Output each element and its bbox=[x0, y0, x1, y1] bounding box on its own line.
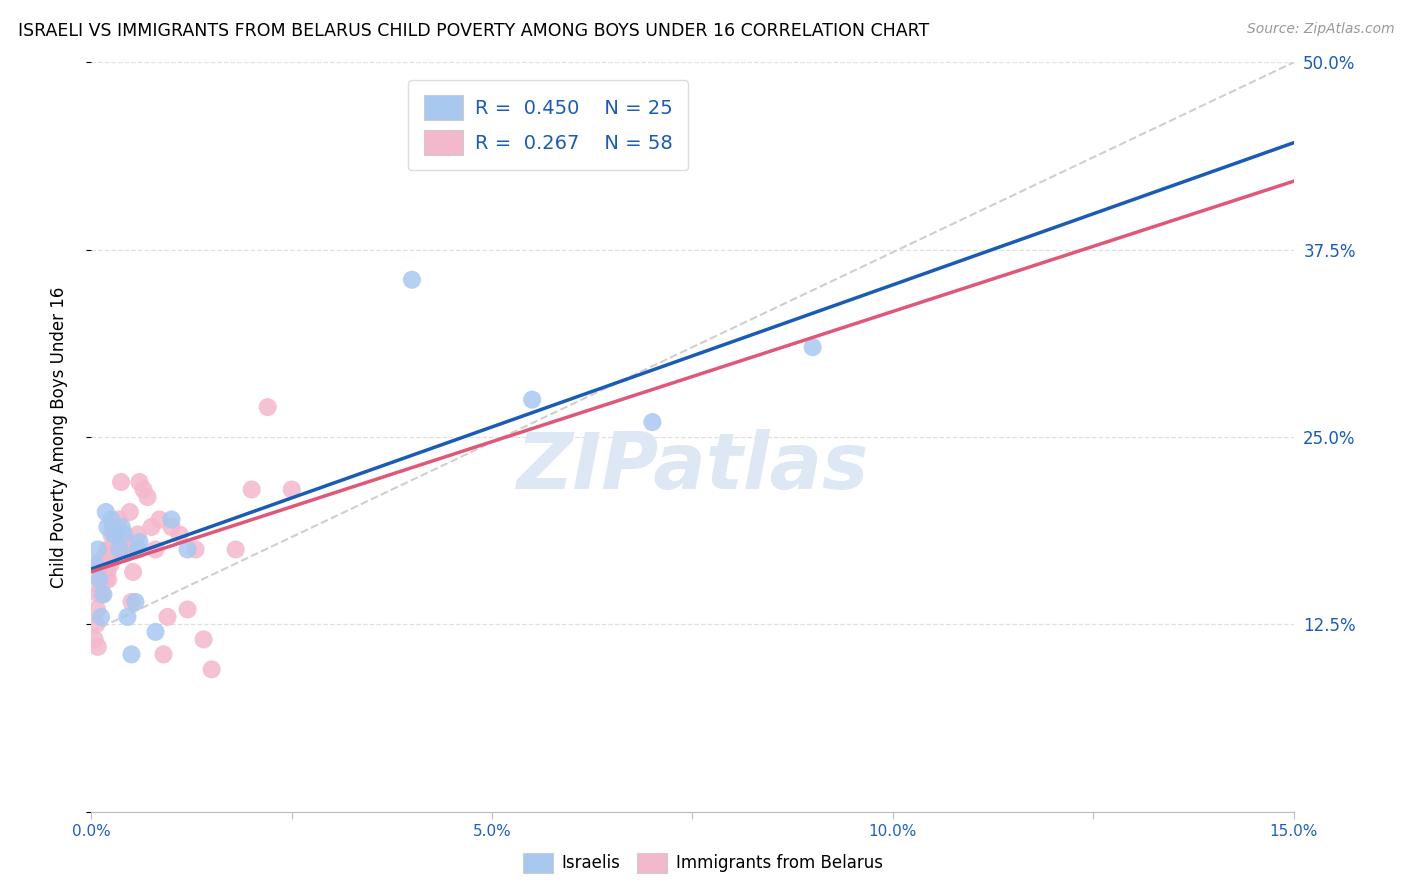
Point bbox=[87, 587, 110, 601]
Point bbox=[112, 542, 135, 557]
Point bbox=[100, 527, 122, 541]
Point bbox=[112, 527, 135, 541]
Point bbox=[87, 542, 110, 557]
Point bbox=[122, 565, 145, 579]
Point bbox=[193, 632, 215, 647]
Point bbox=[108, 527, 131, 541]
Point bbox=[240, 483, 263, 497]
Point bbox=[118, 505, 141, 519]
Point bbox=[98, 542, 121, 557]
Point bbox=[103, 527, 125, 541]
Point bbox=[90, 610, 112, 624]
Point bbox=[136, 490, 159, 504]
Point bbox=[89, 573, 111, 587]
Point bbox=[256, 400, 278, 414]
Point bbox=[89, 573, 111, 587]
Point bbox=[93, 549, 115, 564]
Point bbox=[111, 520, 134, 534]
Y-axis label: Child Poverty Among Boys Under 16: Child Poverty Among Boys Under 16 bbox=[49, 286, 67, 588]
Point bbox=[105, 527, 128, 541]
Point bbox=[97, 573, 120, 587]
Point bbox=[104, 527, 127, 541]
Point bbox=[90, 587, 112, 601]
Point bbox=[184, 542, 207, 557]
Point bbox=[96, 549, 118, 564]
Point bbox=[98, 549, 121, 564]
Point bbox=[84, 617, 107, 632]
Point bbox=[107, 512, 129, 526]
Point bbox=[96, 520, 118, 534]
Point bbox=[127, 542, 149, 557]
Point bbox=[156, 610, 179, 624]
Point bbox=[124, 542, 146, 557]
Point bbox=[93, 558, 115, 572]
Legend: R =  0.450    N = 25, R =  0.267    N = 58: R = 0.450 N = 25, R = 0.267 N = 58 bbox=[409, 79, 688, 170]
Point bbox=[111, 542, 134, 557]
Point bbox=[141, 520, 163, 534]
Text: Source: ZipAtlas.com: Source: ZipAtlas.com bbox=[1247, 22, 1395, 37]
Text: ISRAELI VS IMMIGRANTS FROM BELARUS CHILD POVERTY AMONG BOYS UNDER 16 CORRELATION: ISRAELI VS IMMIGRANTS FROM BELARUS CHILD… bbox=[18, 22, 929, 40]
Point bbox=[281, 483, 304, 497]
Point bbox=[108, 542, 131, 557]
Point bbox=[128, 535, 150, 549]
Point bbox=[93, 587, 115, 601]
Point bbox=[89, 580, 111, 594]
Point bbox=[100, 558, 122, 572]
Point bbox=[94, 573, 117, 587]
Point bbox=[86, 602, 108, 616]
Point bbox=[128, 475, 150, 489]
Text: ZIPatlas: ZIPatlas bbox=[516, 429, 869, 505]
Point bbox=[160, 512, 183, 526]
Point bbox=[152, 648, 174, 662]
Point bbox=[101, 542, 124, 557]
Point bbox=[124, 595, 146, 609]
Point bbox=[145, 542, 167, 557]
Point bbox=[201, 662, 224, 676]
Point bbox=[169, 527, 191, 541]
Point bbox=[96, 542, 118, 557]
Point bbox=[117, 610, 139, 624]
Point bbox=[801, 340, 824, 354]
Point bbox=[160, 520, 183, 534]
Point bbox=[101, 520, 124, 534]
Point bbox=[132, 483, 155, 497]
Point bbox=[104, 535, 127, 549]
Point bbox=[121, 595, 143, 609]
Point bbox=[100, 512, 122, 526]
Point bbox=[94, 565, 117, 579]
Point bbox=[90, 565, 112, 579]
Point bbox=[176, 602, 198, 616]
Point bbox=[145, 624, 167, 639]
Point bbox=[522, 392, 544, 407]
Point bbox=[127, 527, 149, 541]
Point bbox=[84, 558, 107, 572]
Point bbox=[87, 640, 110, 654]
Point bbox=[121, 648, 143, 662]
Point bbox=[117, 542, 139, 557]
Point bbox=[401, 273, 423, 287]
Legend: Israelis, Immigrants from Belarus: Israelis, Immigrants from Belarus bbox=[517, 847, 889, 880]
Point bbox=[91, 573, 114, 587]
Point bbox=[641, 415, 664, 429]
Point bbox=[103, 542, 125, 557]
Point bbox=[148, 512, 170, 526]
Point bbox=[114, 527, 136, 541]
Point bbox=[176, 542, 198, 557]
Point bbox=[110, 475, 132, 489]
Point bbox=[83, 632, 105, 647]
Point bbox=[89, 558, 111, 572]
Point bbox=[96, 565, 118, 579]
Point bbox=[225, 542, 247, 557]
Point bbox=[94, 505, 117, 519]
